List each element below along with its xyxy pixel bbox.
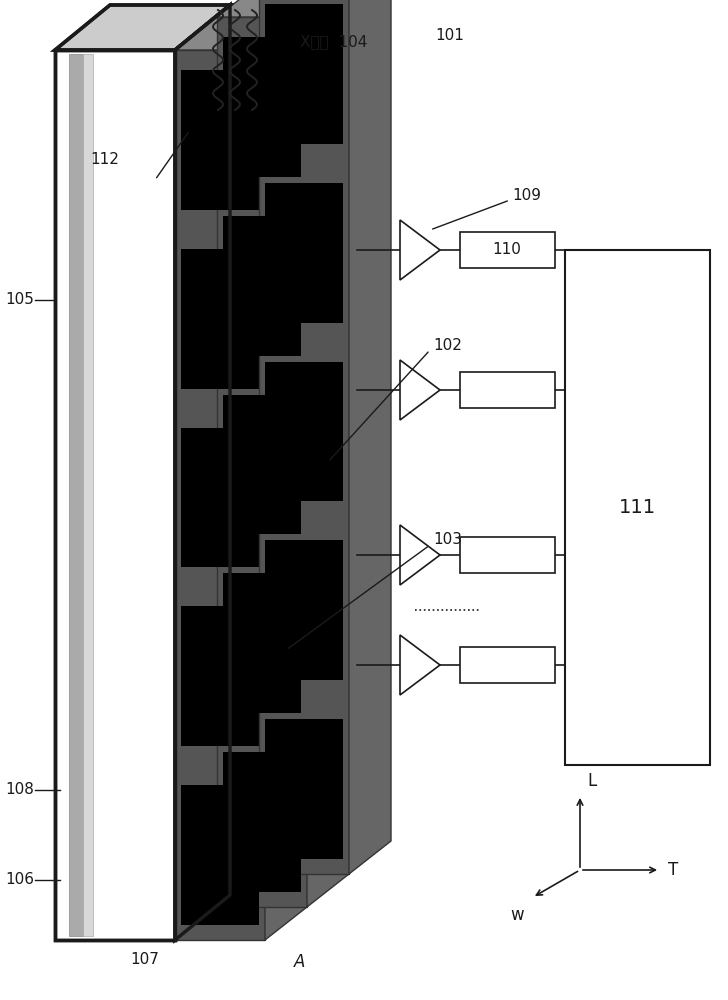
Polygon shape	[175, 17, 307, 50]
Bar	[223, 216, 301, 356]
Bar	[83, 54, 93, 936]
Bar	[181, 785, 259, 925]
Bar	[265, 183, 343, 323]
Text: 108: 108	[5, 782, 34, 798]
Bar	[55, 50, 175, 940]
Bar	[181, 249, 259, 389]
Text: 110: 110	[493, 242, 521, 257]
Polygon shape	[400, 525, 440, 585]
Text: w: w	[511, 906, 524, 924]
Text: A: A	[294, 953, 306, 971]
Bar	[460, 647, 555, 683]
Polygon shape	[400, 220, 440, 280]
Bar	[223, 573, 301, 713]
Bar	[460, 372, 555, 408]
Polygon shape	[175, 5, 230, 940]
Polygon shape	[400, 360, 440, 420]
Text: 101: 101	[435, 27, 464, 42]
Text: 103: 103	[433, 532, 462, 548]
Bar	[223, 37, 301, 177]
Bar	[223, 395, 301, 534]
Polygon shape	[349, 0, 391, 874]
Text: T: T	[668, 861, 678, 879]
Polygon shape	[307, 0, 349, 907]
Bar	[460, 537, 555, 573]
Bar	[265, 719, 343, 859]
Text: 107: 107	[130, 952, 159, 968]
Polygon shape	[55, 5, 230, 50]
Bar	[55, 50, 175, 940]
Text: 106: 106	[5, 872, 34, 888]
Polygon shape	[217, 0, 349, 17]
Bar	[181, 70, 259, 210]
Bar	[265, 540, 343, 680]
Text: L: L	[587, 772, 597, 790]
Bar	[175, 50, 265, 940]
Text: 102: 102	[433, 338, 462, 353]
Polygon shape	[265, 17, 307, 940]
Text: 112: 112	[90, 152, 119, 167]
Bar	[181, 428, 259, 567]
Bar	[69, 54, 83, 936]
Bar	[265, 362, 343, 501]
Bar	[460, 232, 555, 268]
Bar	[217, 17, 307, 907]
Bar	[259, 0, 349, 874]
Text: X射线  104: X射线 104	[300, 34, 368, 49]
Polygon shape	[400, 635, 440, 695]
Bar	[265, 4, 343, 144]
Text: 105: 105	[5, 292, 34, 308]
Bar	[181, 606, 259, 746]
Text: 109: 109	[512, 188, 541, 202]
Bar	[223, 752, 301, 892]
Bar	[565, 250, 710, 765]
Text: 111: 111	[619, 498, 656, 517]
